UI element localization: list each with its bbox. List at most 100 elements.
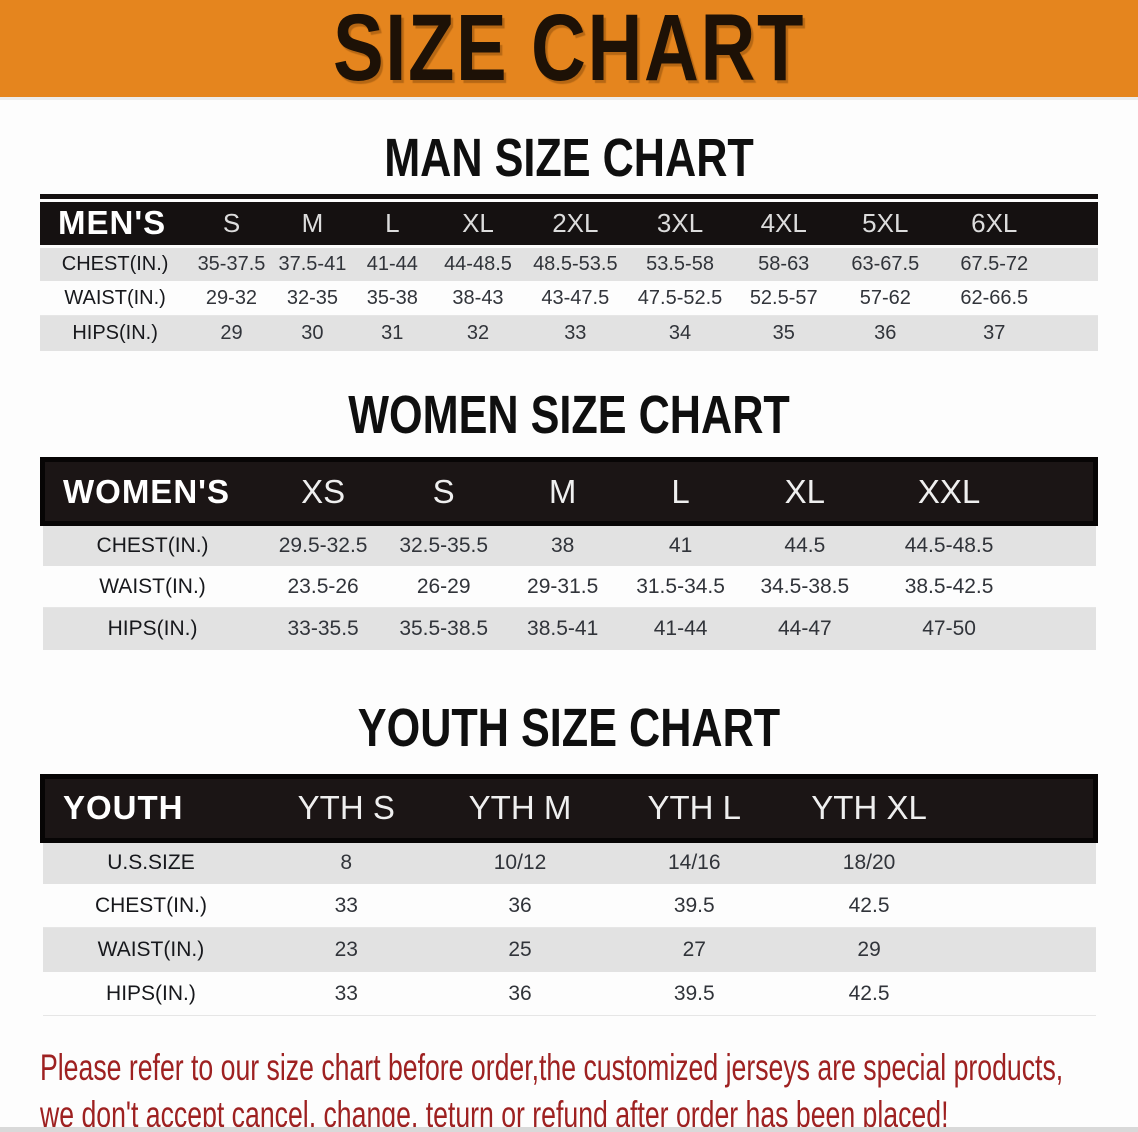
row-label: HIPS(IN.) xyxy=(42,972,260,1016)
size-value-cell: 44.5-48.5 xyxy=(870,522,1029,566)
men-column-header: 5XL xyxy=(834,202,937,246)
size-value-cell: 18/20 xyxy=(781,838,957,884)
row-label: WAIST(IN.) xyxy=(42,565,263,608)
size-value-cell: 44-47 xyxy=(739,607,871,650)
size-value-cell: 34 xyxy=(627,316,733,351)
size-value-cell: 52.5-57 xyxy=(732,281,835,316)
size-value-cell: 33 xyxy=(523,316,628,351)
warning-text: Please refer to our size chart before or… xyxy=(40,1048,1138,1132)
youth-size-table: YOUTH YTH S YTH M YTH L YTH XL U.S.SIZE … xyxy=(40,773,1099,1016)
cell-filler xyxy=(956,838,1096,884)
men-section-title: MAN SIZE CHART xyxy=(384,128,754,188)
youth-column-header: YTH M xyxy=(433,773,607,843)
women-column-header: S xyxy=(383,457,504,526)
size-value-cell: 29 xyxy=(781,928,957,972)
size-value-cell: 38 xyxy=(503,522,622,566)
youth-column-header: YTH XL xyxy=(781,773,957,843)
men-header-row: MEN'S S M L XL 2XL 3XL 4XL 5XL 6XL xyxy=(40,202,1098,246)
size-value-cell: 36 xyxy=(433,972,607,1016)
size-value-cell: 44.5 xyxy=(739,522,871,566)
men-chest-row: CHEST(IN.) 35-37.5 37.5-41 41-44 44-48.5… xyxy=(40,244,1098,281)
size-value-cell: 47.5-52.5 xyxy=(627,281,733,316)
size-value-cell: 44-48.5 xyxy=(432,244,524,281)
size-value-cell: 34.5-38.5 xyxy=(739,565,871,608)
size-value-cell: 41-44 xyxy=(621,607,740,650)
men-hips-row: HIPS(IN.) 29 30 31 32 33 34 35 36 37 xyxy=(40,316,1098,351)
women-waist-row: WAIST(IN.) 23.5-26 26-29 29-31.5 31.5-34… xyxy=(42,565,1096,608)
youth-column-header: YTH S xyxy=(259,773,434,843)
size-value-cell: 67.5-72 xyxy=(936,244,1053,281)
size-value-cell: 58-63 xyxy=(732,244,835,281)
bottom-strip xyxy=(0,1127,1138,1132)
banner-title: SIZE CHART xyxy=(333,0,805,101)
size-value-cell: 23 xyxy=(259,928,434,972)
men-column-header: L xyxy=(352,202,433,246)
men-column-header: 3XL xyxy=(627,202,733,246)
size-value-cell: 36 xyxy=(433,884,607,928)
youth-table-label: YOUTH xyxy=(40,773,260,843)
men-column-header: M xyxy=(272,202,353,246)
row-label: CHEST(IN.) xyxy=(40,244,191,281)
size-value-cell: 39.5 xyxy=(606,972,782,1016)
cell-filler xyxy=(956,972,1096,1016)
row-label: CHEST(IN.) xyxy=(42,522,263,566)
women-section: WOMEN SIZE CHART WOMEN'S XS S M L XL XXL xyxy=(0,387,1138,650)
size-value-cell: 33 xyxy=(259,972,434,1016)
cell-filler xyxy=(1028,607,1096,650)
size-value-cell: 10/12 xyxy=(433,838,607,884)
youth-chest-row: CHEST(IN.) 33 36 39.5 42.5 xyxy=(42,884,1096,928)
women-header-row: WOMEN'S XS S M L XL XXL xyxy=(39,457,1099,526)
size-value-cell: 8 xyxy=(259,838,434,884)
cell-filler xyxy=(1052,244,1098,281)
size-value-cell: 43-47.5 xyxy=(523,281,628,316)
women-size-table: WOMEN'S XS S M L XL XXL CHEST(IN.) 29.5-… xyxy=(39,457,1099,650)
men-waist-row: WAIST(IN.) 29-32 32-35 35-38 38-43 43-47… xyxy=(40,281,1098,316)
men-column-header: 4XL xyxy=(732,202,835,246)
banner: SIZE CHART xyxy=(0,0,1138,100)
size-value-cell: 32-35 xyxy=(272,281,353,316)
youth-column-header: YTH L xyxy=(606,773,782,843)
row-label: HIPS(IN.) xyxy=(42,607,263,650)
size-value-cell: 35-38 xyxy=(352,281,433,316)
youth-ussize-row: U.S.SIZE 8 10/12 14/16 18/20 xyxy=(42,838,1096,884)
women-column-header: XXL xyxy=(870,457,1029,526)
size-value-cell: 35-37.5 xyxy=(190,244,273,281)
size-value-cell: 38-43 xyxy=(432,281,524,316)
size-value-cell: 33 xyxy=(259,884,434,928)
women-hips-row: HIPS(IN.) 33-35.5 35.5-38.5 38.5-41 41-4… xyxy=(42,607,1096,650)
youth-header-row: YOUTH YTH S YTH M YTH L YTH XL xyxy=(40,773,1099,843)
size-value-cell: 63-67.5 xyxy=(834,244,937,281)
size-value-cell: 38.5-42.5 xyxy=(870,565,1029,608)
men-table-label: MEN'S xyxy=(40,202,191,246)
row-label: WAIST(IN.) xyxy=(42,928,260,972)
size-value-cell: 57-62 xyxy=(834,281,937,316)
cell-filler xyxy=(956,928,1096,972)
women-table-label: WOMEN'S xyxy=(39,457,263,526)
row-label: WAIST(IN.) xyxy=(40,281,191,316)
size-value-cell: 38.5-41 xyxy=(503,607,622,650)
size-value-cell: 41 xyxy=(621,522,740,566)
youth-hips-row: HIPS(IN.) 33 36 39.5 42.5 xyxy=(42,972,1096,1016)
women-column-header: L xyxy=(621,457,740,526)
women-column-header: XS xyxy=(262,457,384,526)
men-column-header: 6XL xyxy=(936,202,1053,246)
size-value-cell: 29.5-32.5 xyxy=(262,522,384,566)
size-value-cell: 36 xyxy=(834,316,937,351)
cell-filler xyxy=(1028,522,1096,566)
men-column-header: XL xyxy=(432,202,524,246)
youth-section-title: YOUTH SIZE CHART xyxy=(357,697,781,758)
warning-line-2: we don't accept cancel, change, teturn o… xyxy=(40,1094,949,1132)
size-value-cell: 53.5-58 xyxy=(627,244,733,281)
women-section-title: WOMEN SIZE CHART xyxy=(348,385,790,445)
size-value-cell: 25 xyxy=(433,928,607,972)
size-value-cell: 37.5-41 xyxy=(272,244,353,281)
size-value-cell: 32.5-35.5 xyxy=(383,522,504,566)
size-value-cell: 30 xyxy=(272,316,353,351)
header-filler xyxy=(956,773,1099,843)
women-column-header: XL xyxy=(739,457,871,526)
size-value-cell: 48.5-53.5 xyxy=(523,244,628,281)
youth-waist-row: WAIST(IN.) 23 25 27 29 xyxy=(42,928,1096,972)
size-value-cell: 41-44 xyxy=(352,244,433,281)
warning-line-1: Please refer to our size chart before or… xyxy=(40,1047,1064,1088)
